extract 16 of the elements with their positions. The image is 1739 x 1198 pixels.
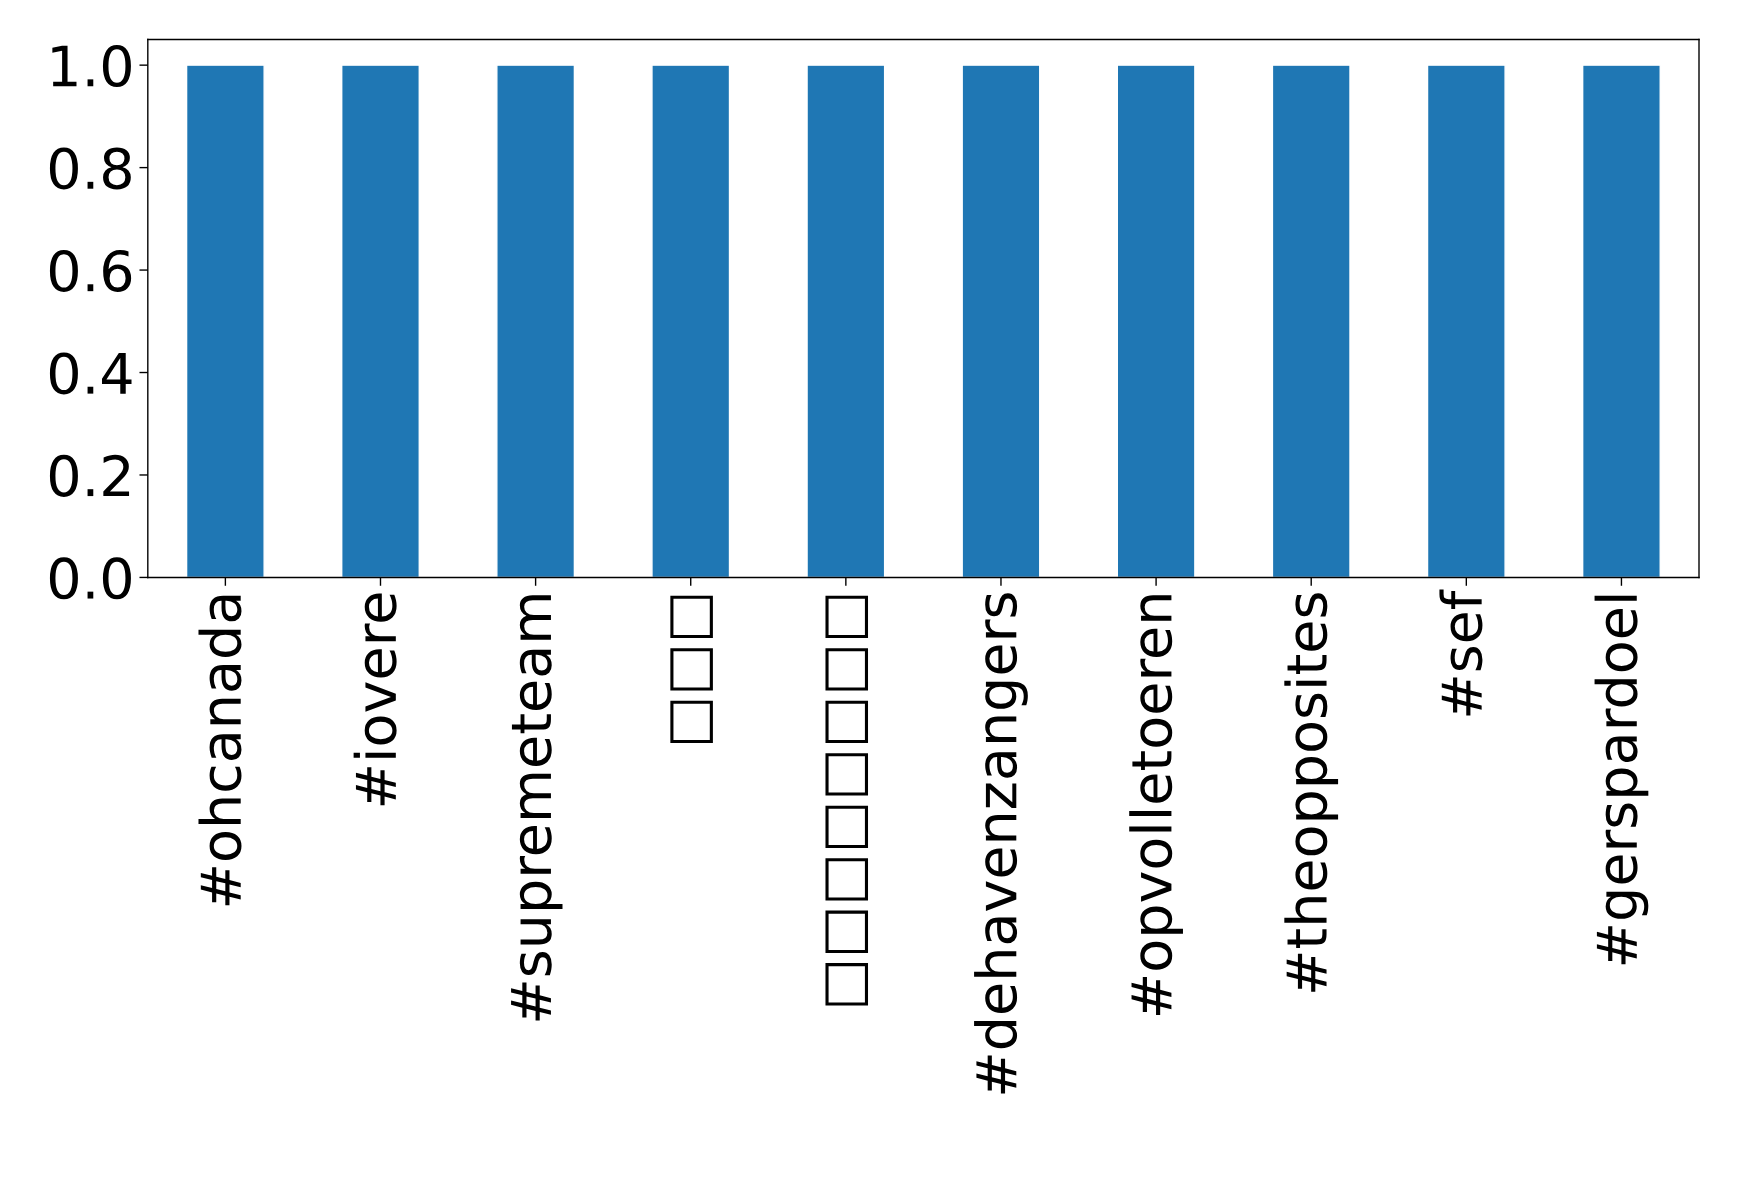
x-tick-label: #iovere <box>353 593 397 806</box>
x-tick-label: #opvolletoeren <box>1129 595 1183 1016</box>
x-tick-label: #theopposites <box>1284 593 1339 992</box>
y-tick-label: 0.2 <box>49 454 130 497</box>
x-tick-label: □□□ <box>670 595 713 744</box>
x-tick-label: #ohcanada <box>198 595 242 906</box>
x-tick-label: #gerspardoel <box>1594 595 1649 965</box>
x-tick-label: □□□□□□□□ <box>825 595 869 1006</box>
y-tick-label: 0.8 <box>49 147 131 190</box>
y-tick-label: 0.0 <box>49 557 131 600</box>
y-tick-label: 0.4 <box>49 352 132 395</box>
x-tick-label: #sef <box>1439 589 1483 716</box>
x-tick-label: #dehavenzangers <box>974 593 1028 1094</box>
y-tick-label: 0.6 <box>49 249 132 292</box>
y-tick-label: 1.0 <box>52 45 131 88</box>
x-tick-label: #supremeteam <box>511 595 563 1021</box>
